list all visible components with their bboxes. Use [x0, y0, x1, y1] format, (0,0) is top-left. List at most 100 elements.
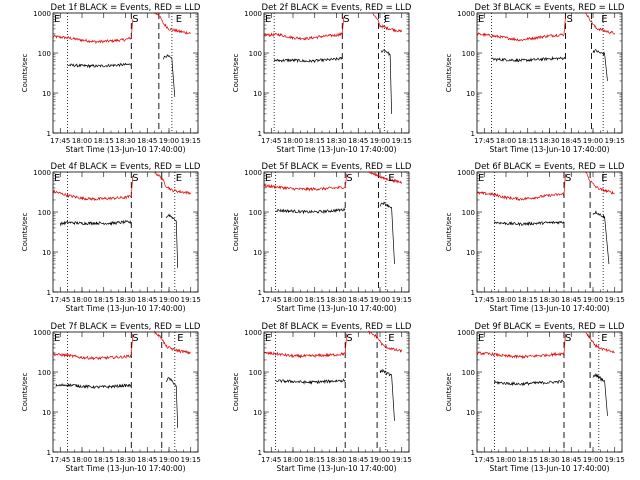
event-marker: E [177, 333, 183, 344]
y-tick-label: 100 [249, 369, 262, 377]
x-tick-label: 19:00 [159, 296, 179, 304]
x-tick-label: 17:45 [474, 456, 494, 464]
y-axis-label: Counts/sec [445, 54, 453, 93]
black-events-series [494, 220, 565, 227]
black-events-series [273, 56, 343, 64]
event-marker: S [343, 14, 349, 25]
x-tick-label: 19:15 [181, 296, 201, 304]
y-tick-label: 1000 [457, 169, 475, 177]
panel-3: Det 3f BLACK = Events, RED = LLD 1 10 100 10… [445, 3, 625, 154]
x-tick-label: 19:00 [583, 296, 603, 304]
x-tick-label: 19:15 [605, 296, 625, 304]
y-axis-label: Counts/sec [232, 373, 240, 412]
x-tick-label: 17:45 [474, 296, 494, 304]
x-tick-label: 17:45 [261, 296, 281, 304]
black-events-series [592, 372, 608, 416]
event-marker: E [601, 14, 607, 25]
x-tick-label: 17:45 [50, 137, 70, 145]
red-lld-series [154, 330, 191, 355]
event-marker: E [384, 14, 390, 25]
black-events-series [165, 213, 179, 268]
y-tick-label: 100 [38, 369, 51, 377]
red-lld-series [476, 333, 566, 360]
black-events-series [592, 210, 610, 265]
event-marker: S [132, 333, 138, 344]
x-tick-label: 18:15 [94, 296, 114, 304]
panel-8: Det 8f BLACK = Events, RED = LLD 1 10 100 10… [232, 322, 412, 473]
y-tick-label: 1 [258, 289, 262, 297]
x-tick-label: 18:30 [115, 456, 135, 464]
y-tick-label: 1 [471, 289, 475, 297]
y-axis-label: Counts/sec [232, 54, 240, 93]
x-tick-label: 18:30 [115, 137, 135, 145]
plot-frame [263, 12, 410, 134]
x-tick-label: 18:00 [496, 456, 516, 464]
red-lld-series [263, 16, 345, 41]
event-marker: E [478, 14, 484, 25]
event-marker: E [265, 173, 271, 184]
chart-title: Det 5f BLACK = Events, RED = LLD [262, 162, 412, 172]
x-tick-label: 19:00 [159, 456, 179, 464]
chart-title: Det 4f BLACK = Events, RED = LLD [51, 162, 201, 172]
x-axis-label: Start Time (13-Jun-10 17:40:00) [490, 304, 610, 313]
x-axis-label: Start Time (13-Jun-10 17:40:00) [66, 304, 186, 313]
red-lld-series [154, 170, 192, 196]
panel-9: Det 9f BLACK = Events, RED = LLD 1 10 100 10… [445, 322, 625, 473]
chart-title: Det 9f BLACK = Events, RED = LLD [475, 322, 625, 332]
y-tick-label: 1000 [457, 329, 475, 337]
y-axis-label: Counts/sec [21, 213, 29, 252]
plot-frame [476, 331, 623, 453]
x-tick-label: 18:00 [283, 456, 303, 464]
chart-title: Det 6f BLACK = Events, RED = LLD [475, 162, 625, 172]
x-tick-label: 18:15 [94, 456, 114, 464]
x-tick-label: 18:30 [326, 456, 346, 464]
x-tick-label: 18:45 [137, 296, 157, 304]
y-tick-label: 1 [47, 130, 51, 138]
panel-5: Det 5f BLACK = Events, RED = LLD 1 10 100 10… [232, 162, 412, 313]
x-axis-label: Start Time (13-Jun-10 17:40:00) [277, 304, 397, 313]
black-events-series [59, 219, 132, 227]
y-tick-label: 10 [466, 409, 475, 417]
y-tick-label: 1000 [33, 10, 51, 18]
y-tick-label: 100 [249, 209, 262, 217]
chart-title: Det 7f BLACK = Events, RED = LLD [51, 322, 201, 332]
red-lld-series [368, 170, 403, 185]
x-tick-label: 18:15 [94, 137, 114, 145]
x-tick-label: 18:00 [72, 296, 92, 304]
plot-frame [263, 171, 410, 293]
red-lld-series [476, 173, 566, 202]
y-tick-label: 100 [462, 369, 475, 377]
event-marker: S [346, 333, 352, 344]
chart-title: Det 8f BLACK = Events, RED = LLD [262, 322, 412, 332]
x-tick-label: 19:15 [392, 456, 412, 464]
y-tick-label: 1 [258, 449, 262, 457]
panel-7: Det 7f BLACK = Events, RED = LLD 1 10 100 10… [21, 322, 201, 473]
event-marker: E [176, 14, 182, 25]
y-tick-label: 1000 [244, 10, 262, 18]
chart-title: Det 2f BLACK = Events, RED = LLD [262, 3, 412, 13]
black-events-series [379, 201, 395, 265]
x-tick-label: 19:15 [392, 296, 412, 304]
x-tick-label: 18:15 [518, 296, 538, 304]
panel-6: Det 6f BLACK = Events, RED = LLD 1 10 100 10… [445, 162, 625, 313]
y-tick-label: 1000 [33, 169, 51, 177]
x-axis-label: Start Time (13-Jun-10 17:40:00) [277, 145, 397, 154]
event-marker: E [388, 333, 394, 344]
event-marker: E [54, 333, 60, 344]
black-events-series [379, 368, 395, 421]
red-lld-series [52, 19, 134, 45]
red-lld-series [585, 12, 616, 35]
y-tick-label: 100 [38, 50, 51, 58]
x-tick-label: 18:45 [137, 456, 157, 464]
event-marker: E [478, 333, 484, 344]
panel-4: Det 4f BLACK = Events, RED = LLD 1 10 100 10… [21, 162, 201, 313]
x-axis-label: Start Time (13-Jun-10 17:40:00) [66, 464, 186, 473]
chart-title: Det 1f BLACK = Events, RED = LLD [51, 3, 201, 13]
y-tick-label: 1000 [33, 329, 51, 337]
event-marker: E [388, 173, 394, 184]
x-tick-label: 18:00 [496, 296, 516, 304]
x-tick-label: 19:00 [370, 456, 390, 464]
red-lld-series [263, 173, 347, 192]
x-tick-label: 18:15 [305, 456, 325, 464]
event-marker: E [176, 173, 182, 184]
